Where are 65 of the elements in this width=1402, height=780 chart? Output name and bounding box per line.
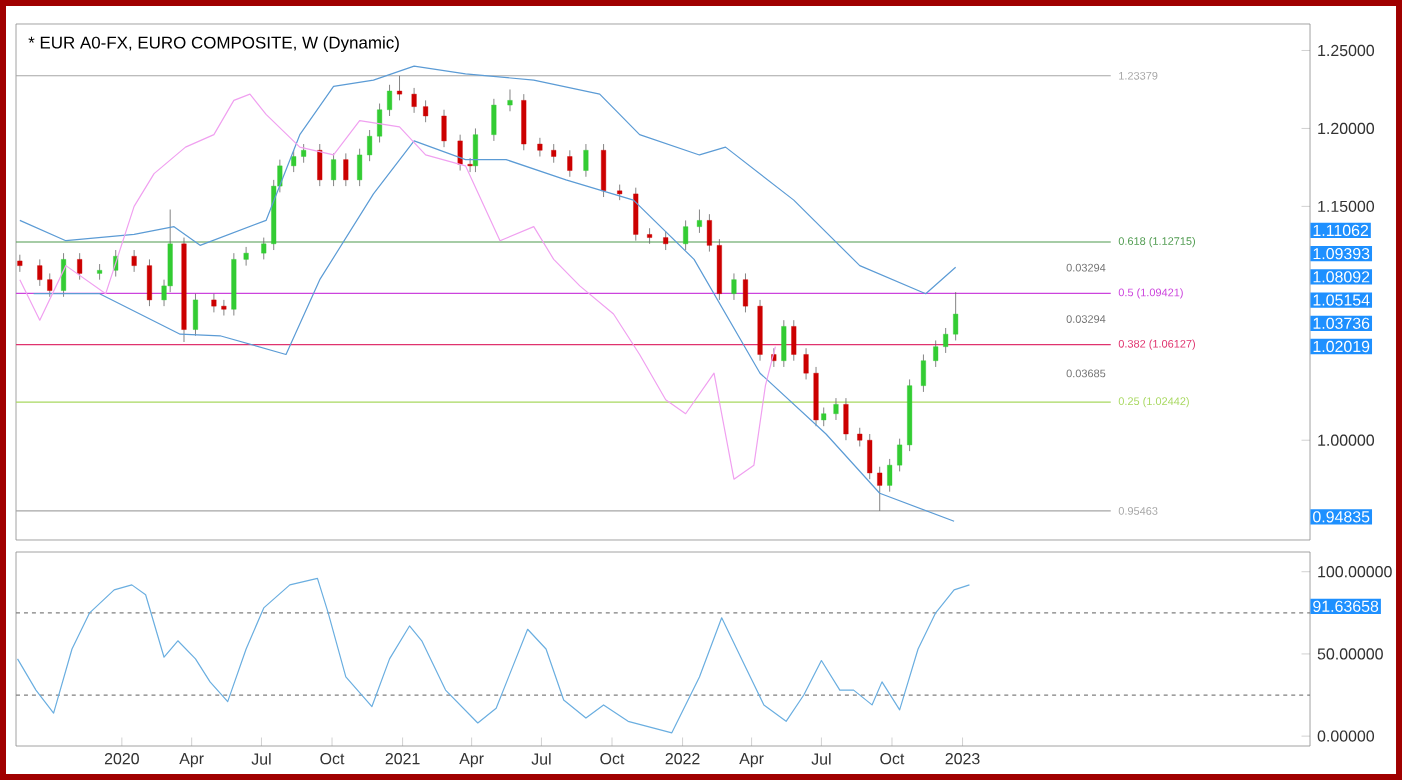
candlestick xyxy=(633,187,639,242)
candlestick xyxy=(920,354,926,393)
candlestick xyxy=(47,273,53,298)
candlestick xyxy=(663,230,669,251)
candlestick xyxy=(791,319,797,362)
candlestick xyxy=(441,109,447,148)
candlestick xyxy=(331,152,337,187)
candlestick xyxy=(77,252,83,281)
candlestick xyxy=(551,143,557,164)
candlestick xyxy=(343,152,349,187)
line-series xyxy=(19,65,957,295)
candlestick xyxy=(887,458,893,493)
candlestick xyxy=(897,438,903,472)
candlestick xyxy=(857,427,863,447)
candlestick xyxy=(813,366,819,427)
candlestick xyxy=(843,397,849,441)
candlestick xyxy=(696,209,702,234)
candlestick xyxy=(821,407,827,427)
candlestick xyxy=(803,347,809,380)
candlestick xyxy=(507,89,513,112)
candlestick xyxy=(601,143,607,198)
candlestick xyxy=(537,137,543,157)
candlestick xyxy=(411,87,417,114)
candlestick xyxy=(583,143,589,178)
candlestick xyxy=(742,273,748,313)
candlestick xyxy=(357,148,363,187)
line-series xyxy=(16,577,971,734)
candlestick xyxy=(423,99,429,123)
candlestick xyxy=(387,84,393,117)
candlestick xyxy=(457,134,463,171)
candlestick xyxy=(37,258,43,287)
text: * EUR A0-FX, EURO COMPOSITE, W (Dynamic) xyxy=(28,36,399,52)
candlestick xyxy=(731,273,737,301)
candlestick xyxy=(953,291,959,341)
candlestick xyxy=(706,213,712,252)
candlestick xyxy=(683,220,689,251)
candlestick xyxy=(933,340,939,368)
candlestick xyxy=(243,246,249,267)
candlestick xyxy=(211,293,217,313)
candlestick xyxy=(397,75,403,101)
candlestick xyxy=(221,299,227,316)
candlestick xyxy=(833,397,839,421)
candlestick xyxy=(367,129,373,162)
candlestick xyxy=(467,157,473,173)
candlestick xyxy=(377,103,383,143)
candlestick xyxy=(877,466,883,512)
candlestick xyxy=(97,263,103,281)
candlestick xyxy=(146,258,152,307)
candlestick xyxy=(131,249,137,273)
candlestick xyxy=(317,143,323,187)
candlestick xyxy=(567,149,573,178)
candlestick xyxy=(867,433,873,480)
line-series xyxy=(33,140,955,522)
candlestick xyxy=(472,128,478,173)
candlestick xyxy=(192,293,198,337)
line-series xyxy=(19,93,776,480)
candlestick xyxy=(291,149,297,173)
candlestick xyxy=(301,143,307,164)
candlestick xyxy=(781,319,787,368)
candlestick xyxy=(521,93,527,151)
candlestick xyxy=(491,98,497,142)
candlestick xyxy=(647,227,653,245)
candlestick xyxy=(943,327,949,354)
candlestick xyxy=(61,252,67,298)
candlestick xyxy=(261,237,267,260)
